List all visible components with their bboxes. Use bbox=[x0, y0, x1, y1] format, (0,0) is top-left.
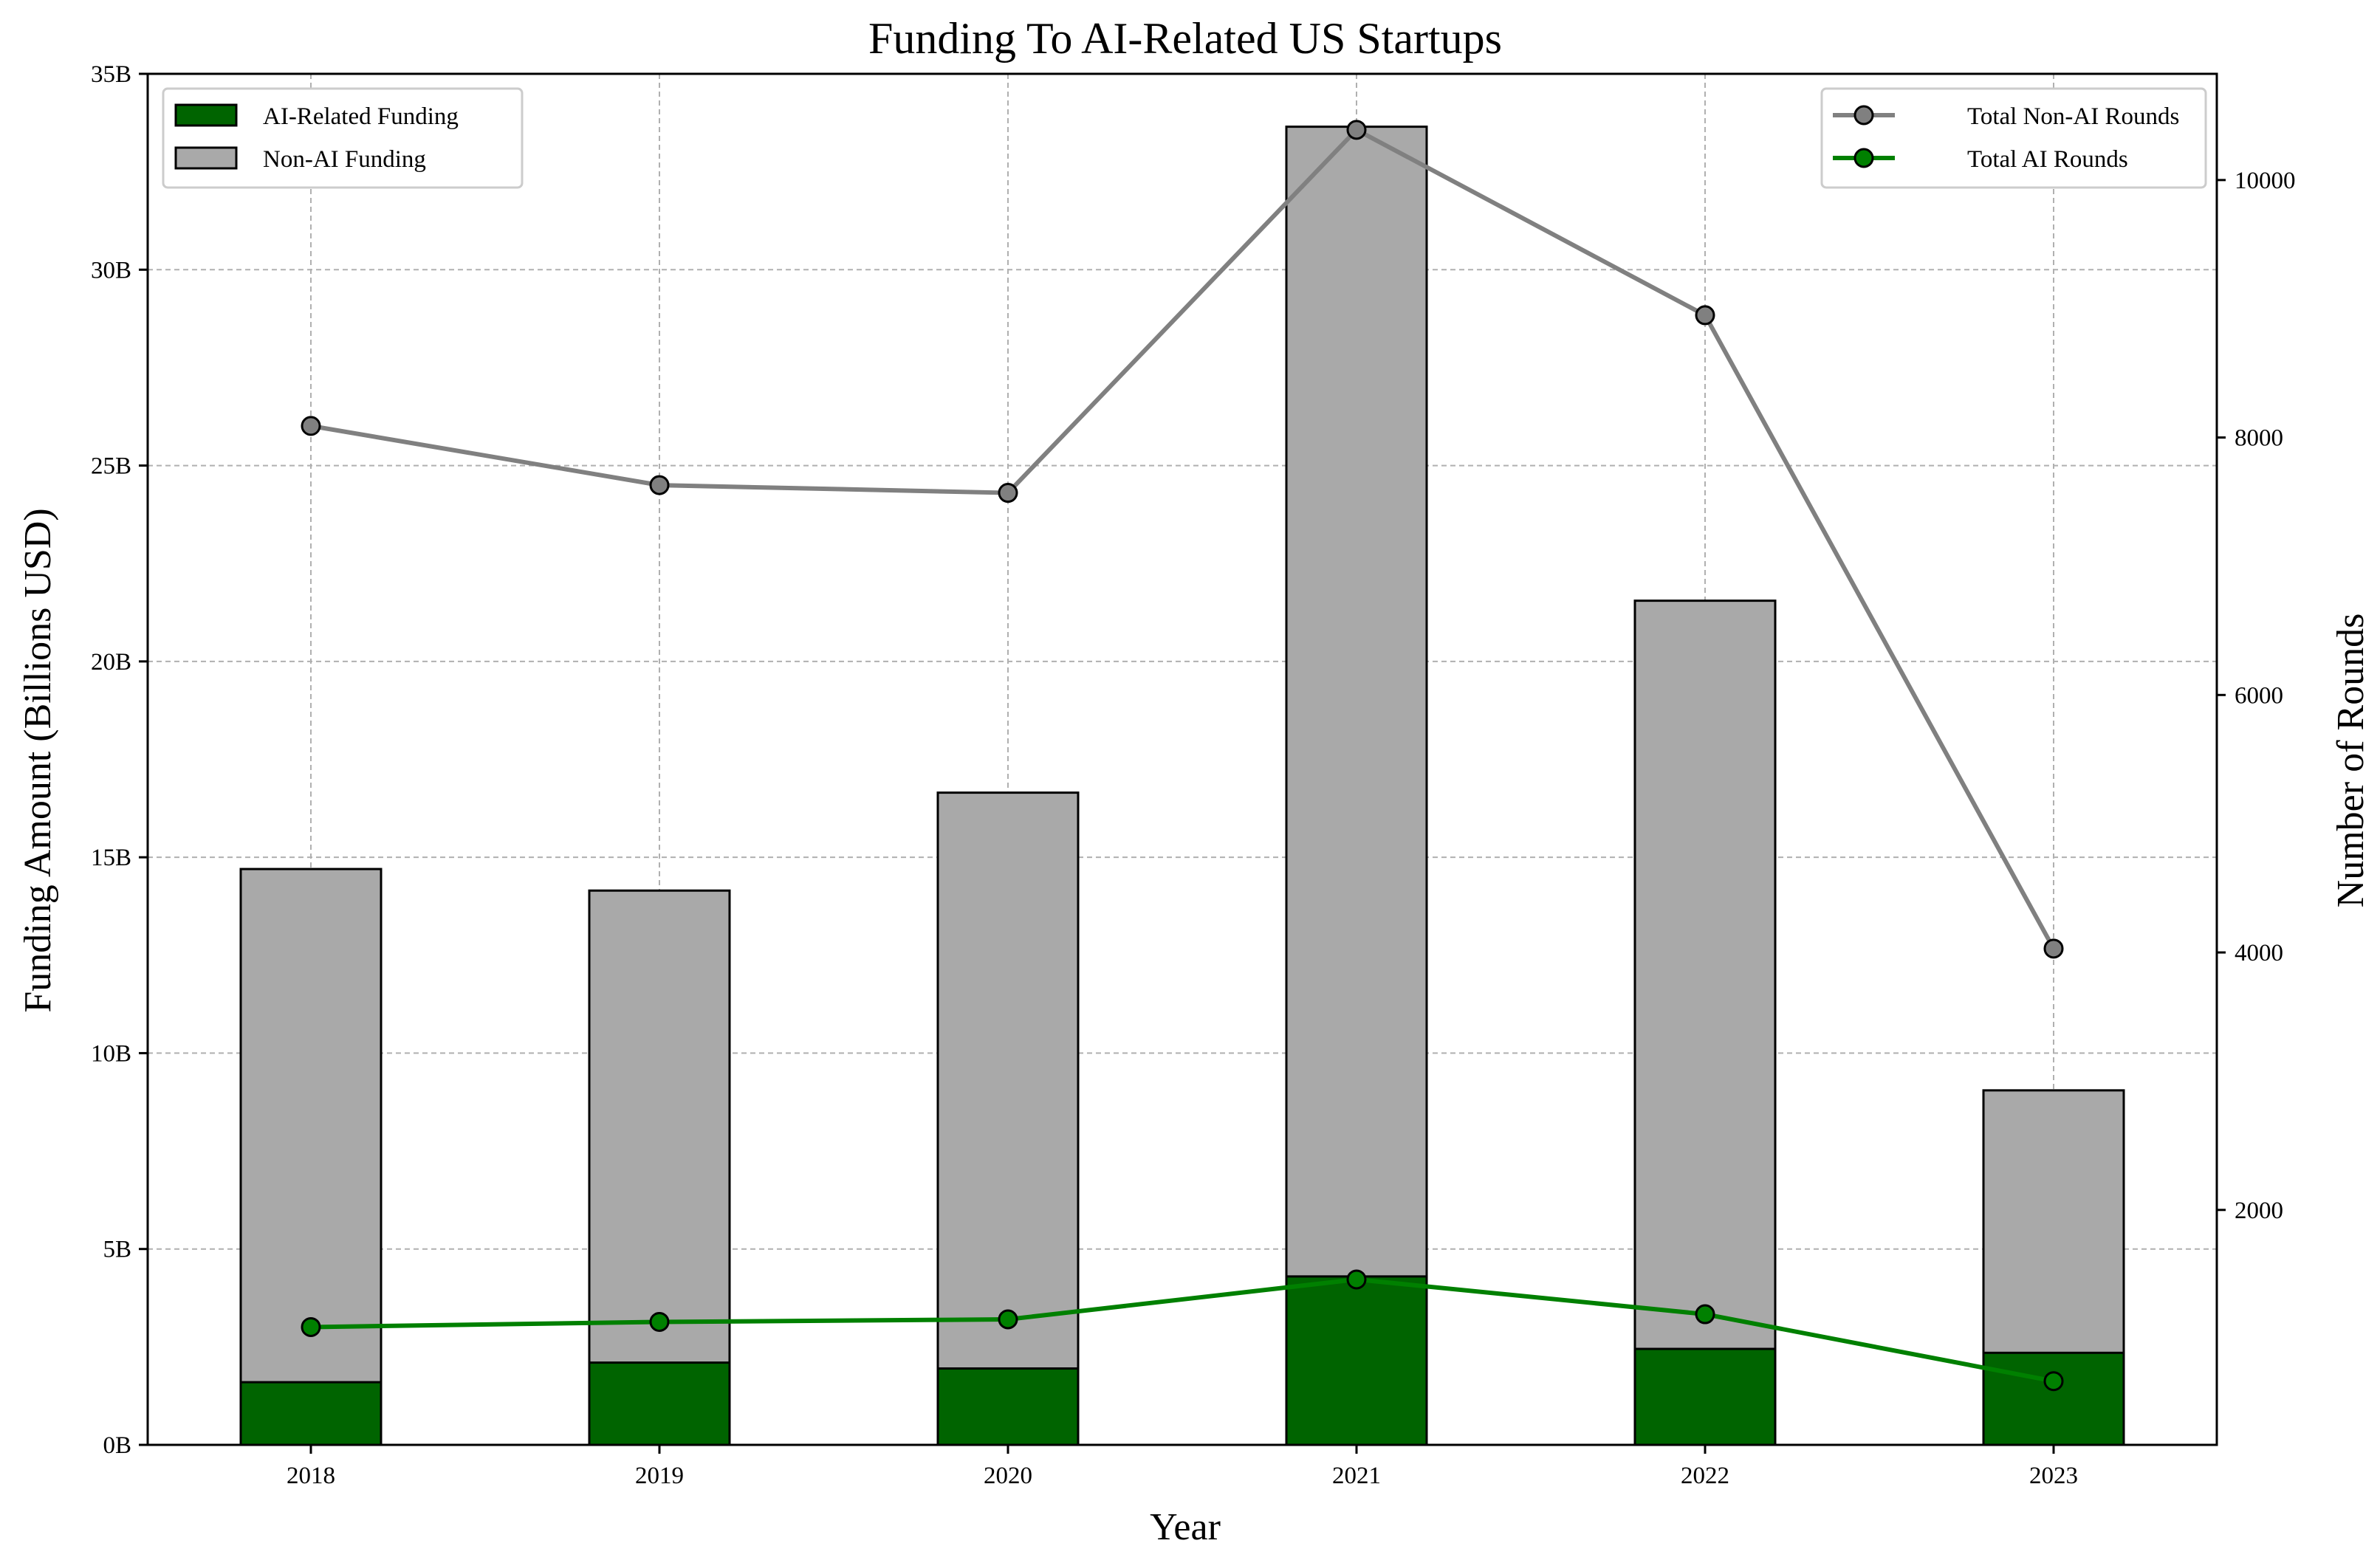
x-tick-label: 2023 bbox=[2029, 1463, 2078, 1489]
x-tick-label: 2019 bbox=[635, 1463, 684, 1489]
axes: 0B 5B 10B 15B 20B 25B 30B 35B 2018 2019 2020 2021 20… bbox=[91, 61, 2296, 1489]
legend-label-non-ai-funding: Non-AI Funding bbox=[263, 146, 426, 173]
x-tick-label: 2020 bbox=[984, 1463, 1032, 1489]
bar-series bbox=[239, 126, 2125, 1446]
line-series bbox=[301, 120, 2064, 1392]
point-non-ai-rounds bbox=[649, 475, 670, 495]
x-axis-title: Year bbox=[1150, 1506, 1221, 1548]
y-tick-label: 0B bbox=[103, 1432, 131, 1459]
point-non-ai-rounds bbox=[2043, 938, 2064, 959]
point-ai-rounds bbox=[649, 1311, 670, 1332]
legend-lines-box bbox=[1820, 87, 2207, 189]
point-non-ai-rounds bbox=[998, 483, 1018, 504]
grid-lines bbox=[148, 73, 2217, 1446]
bar-non-ai-funding bbox=[1285, 126, 1428, 1446]
legend-label-non-ai-rounds: Total Non-AI Rounds bbox=[1967, 103, 2179, 130]
bar-non-ai-funding bbox=[239, 868, 383, 1446]
bar-ai-funding bbox=[936, 1367, 1080, 1446]
y-axis-title: Funding Amount (Billions USD) bbox=[17, 508, 59, 1012]
point-non-ai-rounds bbox=[301, 416, 321, 436]
y2-tick-label: 8000 bbox=[2235, 425, 2283, 452]
x-tick-label: 2022 bbox=[1681, 1463, 1729, 1489]
y-tick-label: 5B bbox=[103, 1237, 131, 1263]
point-ai-rounds bbox=[301, 1316, 321, 1337]
bar-ai-funding bbox=[239, 1381, 383, 1446]
line-non-ai-rounds bbox=[310, 127, 2056, 950]
y-tick-label: 20B bbox=[91, 649, 131, 676]
y2-tick-label: 10000 bbox=[2235, 168, 2296, 194]
bar-non-ai-funding bbox=[1633, 600, 1777, 1446]
legend-bars-box bbox=[162, 87, 524, 189]
y-tick-label: 35B bbox=[91, 61, 131, 88]
x-tick-label: 2018 bbox=[287, 1463, 335, 1489]
bar-non-ai-funding bbox=[588, 889, 731, 1446]
y2-tick-label: 2000 bbox=[2235, 1198, 2283, 1224]
y2-axis-title: Number of Rounds bbox=[2330, 614, 2372, 908]
point-non-ai-rounds bbox=[1346, 120, 1367, 140]
y-tick-label: 10B bbox=[91, 1040, 131, 1067]
chart-title: Funding To AI-Related US Startups bbox=[868, 14, 1502, 63]
point-non-ai-rounds bbox=[1695, 305, 1715, 326]
y2-tick-label: 6000 bbox=[2235, 682, 2283, 709]
y2-tick-label: 4000 bbox=[2235, 940, 2283, 966]
point-ai-rounds bbox=[2043, 1371, 2064, 1392]
legend-marker-ai-rounds bbox=[1853, 148, 1874, 168]
y-tick-label: 25B bbox=[91, 453, 131, 480]
bar-non-ai-funding bbox=[936, 791, 1080, 1446]
bar-ai-funding bbox=[1633, 1347, 1777, 1446]
line-ai-rounds bbox=[310, 1277, 2054, 1384]
legend-bars: AI-Related Funding Non-AI Funding bbox=[162, 87, 524, 189]
bar-ai-funding bbox=[588, 1361, 731, 1446]
y-tick-label: 15B bbox=[91, 845, 131, 871]
point-ai-rounds bbox=[1346, 1269, 1367, 1290]
bar-ai-funding bbox=[1285, 1275, 1428, 1446]
bar-ai-funding bbox=[1982, 1351, 2125, 1446]
point-ai-rounds bbox=[998, 1309, 1018, 1330]
x-tick-label: 2021 bbox=[1332, 1463, 1381, 1489]
legend-swatch-non-ai-funding bbox=[174, 146, 238, 170]
legend-marker-non-ai-rounds bbox=[1853, 105, 1874, 126]
y-tick-label: 30B bbox=[91, 257, 131, 284]
legend-lines: Total Non-AI Rounds Total AI Rounds bbox=[1820, 87, 2207, 189]
legend-label-ai-funding: AI-Related Funding bbox=[263, 103, 459, 130]
legend-label-ai-rounds: Total AI Rounds bbox=[1967, 146, 2128, 173]
point-ai-rounds bbox=[1695, 1304, 1715, 1325]
legend-swatch-ai-funding bbox=[174, 103, 238, 127]
plot-frame bbox=[146, 72, 2218, 1446]
